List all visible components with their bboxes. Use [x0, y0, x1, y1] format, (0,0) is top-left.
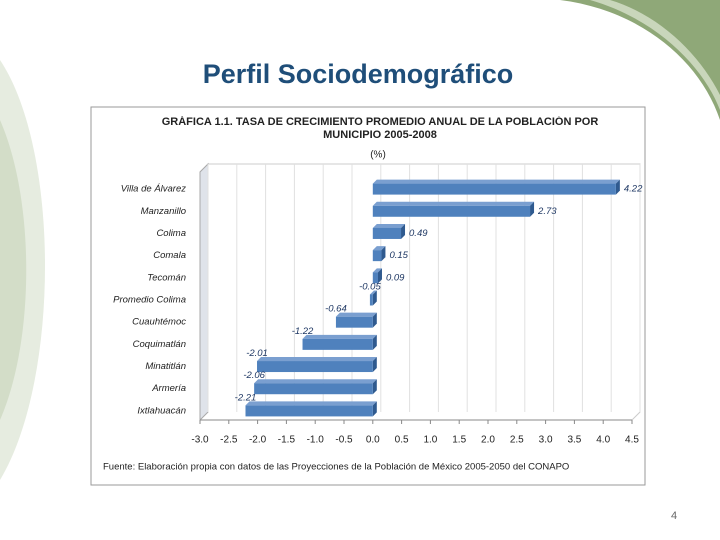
bar-side	[372, 357, 377, 373]
slide-title: Perfil Sociodemográfico	[203, 59, 514, 89]
value-label: -2.01	[246, 348, 268, 359]
value-label: -1.22	[292, 326, 314, 337]
value-label: -0.64	[325, 304, 347, 315]
bar	[372, 205, 531, 217]
x-tick-label: 2.5	[510, 435, 524, 446]
decoration	[0, 120, 27, 420]
y-tick-label: Minatitlán	[145, 361, 186, 372]
x-tick-label: 3.0	[539, 435, 553, 446]
value-label: 2.73	[537, 206, 557, 217]
bar-side	[372, 379, 377, 395]
bar	[372, 183, 616, 195]
bar	[257, 361, 373, 373]
x-tick-label: -3.0	[191, 435, 209, 446]
bar-top	[257, 357, 377, 362]
value-label: 0.09	[386, 272, 405, 283]
page-number: 4	[671, 510, 677, 522]
bar-top	[372, 201, 535, 206]
bar	[369, 294, 373, 306]
y-tick-label: Villa de Álvarez	[121, 184, 187, 195]
bar	[372, 250, 382, 262]
bar-top	[372, 246, 386, 251]
x-tick-label: 4.0	[596, 435, 610, 446]
y-tick-label: Manzanillo	[141, 206, 186, 217]
bar	[372, 227, 402, 239]
bar	[335, 316, 373, 328]
decoration	[560, 0, 720, 120]
y-tick-label: Ixtlahuacán	[137, 405, 186, 416]
y-tick-label: Armería	[151, 383, 186, 394]
x-tick-label: 2.0	[481, 435, 495, 446]
value-label: -2.21	[235, 392, 257, 403]
bar-side	[615, 179, 620, 195]
bar-side	[372, 312, 377, 328]
bar-side	[381, 246, 386, 262]
decoration	[590, 0, 720, 110]
x-tick-label: 3.5	[567, 435, 581, 446]
value-label: 0.49	[409, 228, 428, 239]
bar-top	[372, 179, 620, 184]
y-tick-label: Coquimatlán	[133, 339, 186, 350]
bar-side	[377, 268, 382, 284]
x-tick-label: 4.5	[625, 435, 639, 446]
y-tick-label: Cuauhtémoc	[132, 317, 186, 328]
x-tick-label: -0.5	[335, 435, 353, 446]
x-tick-label: -1.5	[278, 435, 296, 446]
chart-title-box: GRÁFICA 1.1. TASA DE CRECIMIENTO PROMEDI…	[161, 116, 599, 141]
bar-top	[302, 334, 377, 339]
value-label: 0.15	[389, 250, 408, 261]
x-tick-label: -2.5	[220, 435, 238, 446]
y-tick-label: Promedio Colima	[113, 295, 186, 306]
bar	[245, 405, 373, 417]
x-tick-label: 0.5	[395, 435, 409, 446]
bar-top	[369, 290, 377, 295]
y-tick-label: Comala	[153, 250, 186, 261]
y-tick-label: Tecomán	[147, 272, 186, 283]
bar	[372, 272, 378, 284]
source-note: Fuente: Elaboración propia con datos de …	[103, 462, 569, 473]
bar	[302, 338, 373, 350]
bar-side	[372, 290, 377, 306]
x-tick-label: 1.5	[452, 435, 466, 446]
value-label: -0.05	[359, 282, 381, 293]
bar	[254, 383, 373, 395]
chart-title: GRÁFICA 1.1. TASA DE CRECIMIENTO PROMEDI…	[161, 116, 599, 141]
bar-side	[372, 401, 377, 417]
plot: -3.0 -2.5 -2.0 -1.5 -1.0 -0.5 0.0 0.5 1.0 1.5 2.0 2…	[113, 162, 643, 446]
x-tick-label: 0.0	[366, 435, 380, 446]
x-tick-label: -2.0	[249, 435, 267, 446]
bar-top	[372, 223, 406, 228]
value-label: -2.06	[243, 370, 265, 381]
chart-subtitle: (%)	[370, 150, 386, 161]
bar-top	[245, 401, 377, 406]
value-label: 4.22	[624, 184, 643, 195]
bar-side	[372, 334, 377, 350]
bar-side	[530, 201, 535, 217]
x-tick-label: 1.0	[423, 435, 437, 446]
bar-top	[372, 268, 382, 273]
x-tick-label: -1.0	[307, 435, 325, 446]
bar-side	[401, 223, 406, 239]
bar-top	[335, 312, 377, 317]
bar-top	[254, 379, 377, 384]
y-tick-label: Colima	[156, 228, 186, 239]
side-wall	[199, 162, 209, 422]
